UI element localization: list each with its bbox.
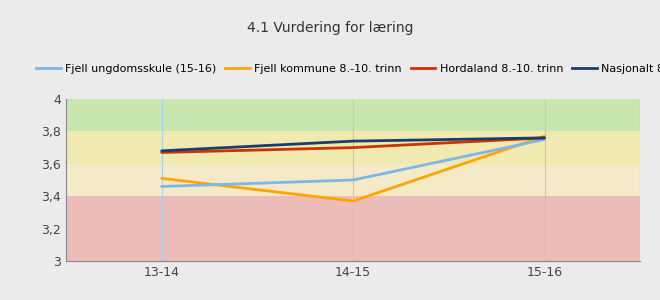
Bar (66, 131, 640, 164)
Text: 4.1 Vurdering for læring: 4.1 Vurdering for læring (247, 21, 413, 35)
Legend: Fjell ungdomsskule (15-16), Fjell kommune 8.-10. trinn, Hordaland 8.-10. trinn, : Fjell ungdomsskule (15-16), Fjell kommun… (32, 60, 660, 78)
Bar (66, 164, 640, 196)
Bar (66, 196, 640, 261)
Bar (66, 99, 640, 131)
